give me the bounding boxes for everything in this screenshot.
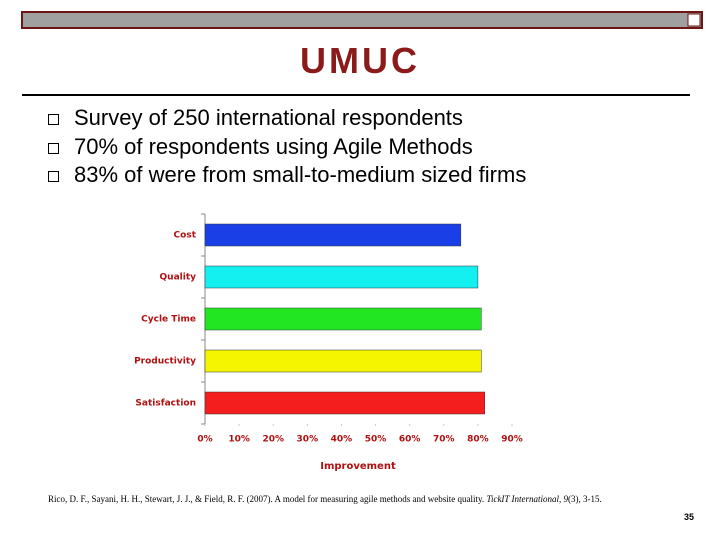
header-box xyxy=(687,13,701,27)
bullet: Survey of 250 international respondents xyxy=(44,104,526,133)
bar xyxy=(204,349,482,373)
x-tick-label: 60% xyxy=(399,435,421,445)
x-tick-label: 40% xyxy=(331,435,353,445)
page-number: 35 xyxy=(684,512,695,522)
y-tick-label: Satisfaction xyxy=(135,399,196,409)
slide-title: UMUC xyxy=(300,40,420,81)
x-tick-label: 80% xyxy=(467,435,489,445)
y-tick-label: Productivity xyxy=(134,357,196,367)
bar xyxy=(204,307,482,331)
citation-text: (3), 3-15. xyxy=(568,494,602,504)
x-tick-label: 90% xyxy=(501,435,523,445)
x-tick-label: 50% xyxy=(365,435,387,445)
x-tick-label: 70% xyxy=(433,435,455,445)
y-tick-label: Cost xyxy=(174,231,197,241)
citation: Rico, D. F., Sayani, H. H., Stewart, J. … xyxy=(48,494,602,504)
bar xyxy=(204,265,479,289)
bullet: 70% of respondents using Agile Methods xyxy=(44,133,526,162)
x-tick-label: 10% xyxy=(228,435,250,445)
y-tick-label: Quality xyxy=(160,273,197,283)
citation-journal: TickIT International, 9 xyxy=(486,494,569,504)
x-axis-label: Improvement xyxy=(320,461,396,472)
y-tick-label: Cycle Time xyxy=(141,315,196,325)
bullet: 83% of were from small-to-medium sized f… xyxy=(44,161,526,190)
header-bar xyxy=(21,11,703,29)
x-tick-label: 0% xyxy=(197,435,212,445)
bar xyxy=(204,391,485,415)
x-tick-label: 30% xyxy=(297,435,319,445)
bullet-list: Survey of 250 international respondents … xyxy=(44,104,526,190)
bar xyxy=(204,223,462,247)
x-tick-label: 20% xyxy=(262,435,284,445)
citation-text: Rico, D. F., Sayani, H. H., Stewart, J. … xyxy=(48,494,487,504)
